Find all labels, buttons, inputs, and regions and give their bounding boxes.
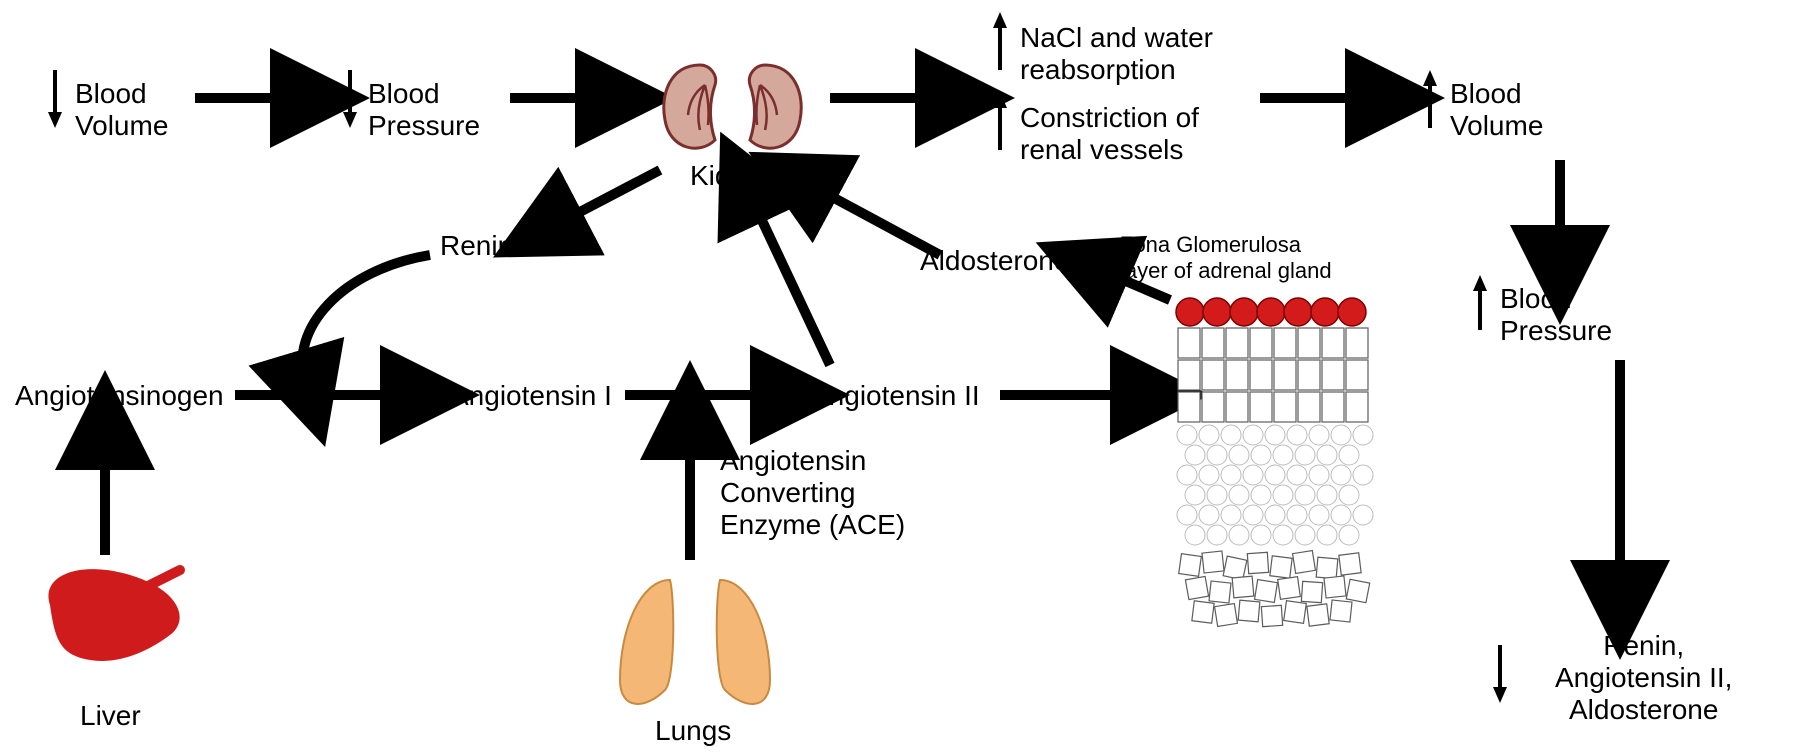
label-angiotensin2: Angiotensin II: [810, 380, 980, 412]
up-arrow-icon: [1473, 275, 1487, 330]
label-ace: Angiotensin Converting Enzyme (ACE): [720, 445, 905, 542]
label-blood-pressure-2: Blood Pressure: [1500, 283, 1612, 347]
label-zona: Zona Glomerulosa layer of adrenal gland: [1120, 232, 1332, 285]
lungs-icon: [620, 580, 770, 704]
up-arrow-icon: [993, 92, 1007, 150]
flow-arrow: [555, 170, 660, 225]
label-angiotensin1: Angiotensin I: [450, 380, 612, 412]
label-nacl: NaCl and water reabsorption: [1020, 22, 1213, 86]
label-lungs: Lungs: [655, 715, 731, 747]
up-arrow-icon: [1423, 70, 1437, 128]
liver-icon: [48, 569, 180, 661]
kidney-icon: [664, 65, 801, 148]
adrenal-gland-icon: [1176, 298, 1373, 627]
up-arrow-icon: [993, 12, 1007, 70]
label-blood-volume-1: Blood Volume: [75, 78, 168, 142]
flow-arrow: [750, 195, 830, 365]
flow-arrow: [302, 255, 430, 380]
label-constriction: Constriction of renal vessels: [1020, 102, 1199, 166]
label-blood-volume-2: Blood Volume: [1450, 78, 1543, 142]
label-kidney: Kidney: [690, 160, 776, 192]
label-aldosterone: Aldosterone: [920, 245, 1069, 277]
down-arrow-icon: [1493, 645, 1507, 703]
down-arrow-icon: [48, 70, 62, 128]
label-renin: Renin: [440, 230, 513, 262]
label-liver: Liver: [80, 700, 141, 732]
label-angiotensinogen: Angiotensinogen: [15, 380, 224, 412]
label-feedback: Renin, Angiotensin II, Aldosterone: [1555, 630, 1732, 727]
label-blood-pressure-1: Blood Pressure: [368, 78, 480, 142]
down-arrow-icon: [343, 70, 357, 128]
